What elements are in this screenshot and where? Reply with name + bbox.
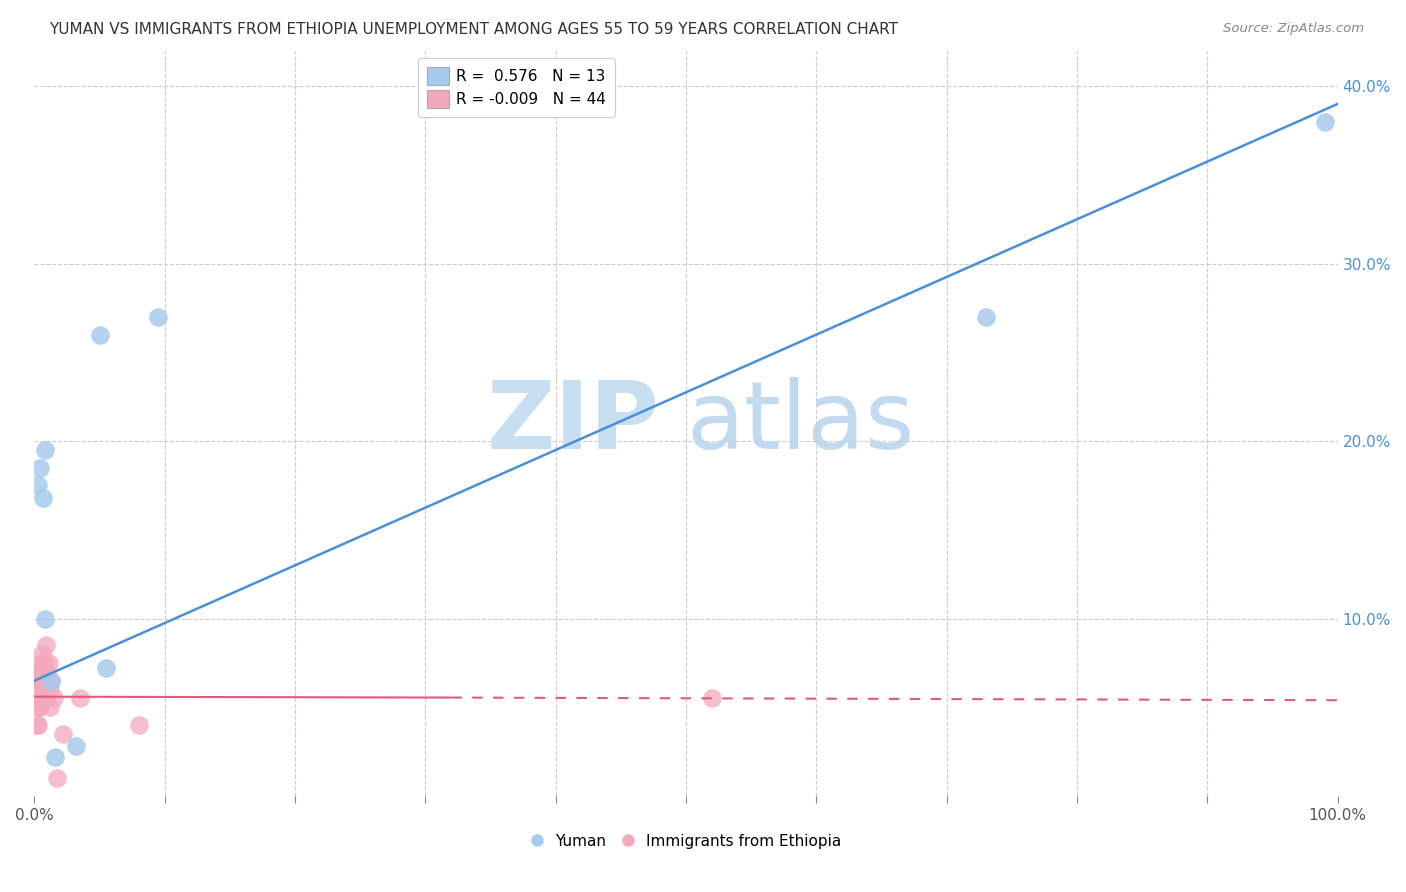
Point (44, 750, 66, 764)
Text: Source: ZipAtlas.com: Source: ZipAtlas.com (1223, 22, 1364, 36)
Point (34, 611, 56, 625)
Point (27, 700, 49, 714)
Point (32, 665, 55, 679)
Point (52, 727, 75, 741)
Point (30, 673, 52, 688)
Point (42, 691, 65, 706)
Point (39, 673, 62, 688)
Point (25, 682, 48, 697)
Point (28, 673, 51, 688)
Point (24, 691, 46, 706)
Point (28, 691, 51, 706)
Point (45, 772, 67, 786)
Point (30, 656, 52, 670)
Point (31, 665, 53, 679)
Point (35, 691, 58, 706)
Point (25, 718, 48, 732)
Point (30, 682, 52, 697)
Point (34, 442, 56, 457)
Text: atlas: atlas (686, 377, 914, 469)
Point (25, 691, 48, 706)
Point (27, 691, 49, 706)
Point (28, 700, 51, 714)
Point (25, 673, 48, 688)
Point (32, 491, 55, 505)
Point (27, 673, 49, 688)
Point (974, 310, 997, 324)
Point (37, 665, 59, 679)
Point (38, 656, 60, 670)
Point (32, 656, 55, 670)
Point (700, 691, 723, 706)
Point (128, 718, 150, 732)
Point (1313, 114, 1336, 128)
Point (27, 682, 49, 697)
Point (28, 460, 51, 475)
Text: YUMAN VS IMMIGRANTS FROM ETHIOPIA UNEMPLOYMENT AMONG AGES 55 TO 59 YEARS CORRELA: YUMAN VS IMMIGRANTS FROM ETHIOPIA UNEMPL… (49, 22, 898, 37)
Point (148, 310, 170, 324)
Point (27, 718, 49, 732)
Point (65, 739, 87, 754)
Point (89, 327, 111, 342)
Point (28, 682, 51, 697)
Point (94, 661, 117, 675)
Point (35, 638, 58, 652)
Point (25, 665, 48, 679)
Point (31, 673, 53, 688)
Point (27, 478, 49, 492)
Point (39, 673, 62, 688)
Point (31, 647, 53, 661)
Point (25, 691, 48, 706)
Point (25, 700, 48, 714)
Point (24, 691, 46, 706)
Point (69, 691, 91, 706)
Point (34, 656, 56, 670)
Point (27, 665, 49, 679)
Point (39, 700, 62, 714)
Text: ZIP: ZIP (486, 377, 659, 469)
Point (28, 691, 51, 706)
Legend: Yuman, Immigrants from Ethiopia: Yuman, Immigrants from Ethiopia (524, 828, 848, 855)
Point (24, 691, 46, 706)
Point (30, 665, 52, 679)
Point (39, 682, 62, 697)
